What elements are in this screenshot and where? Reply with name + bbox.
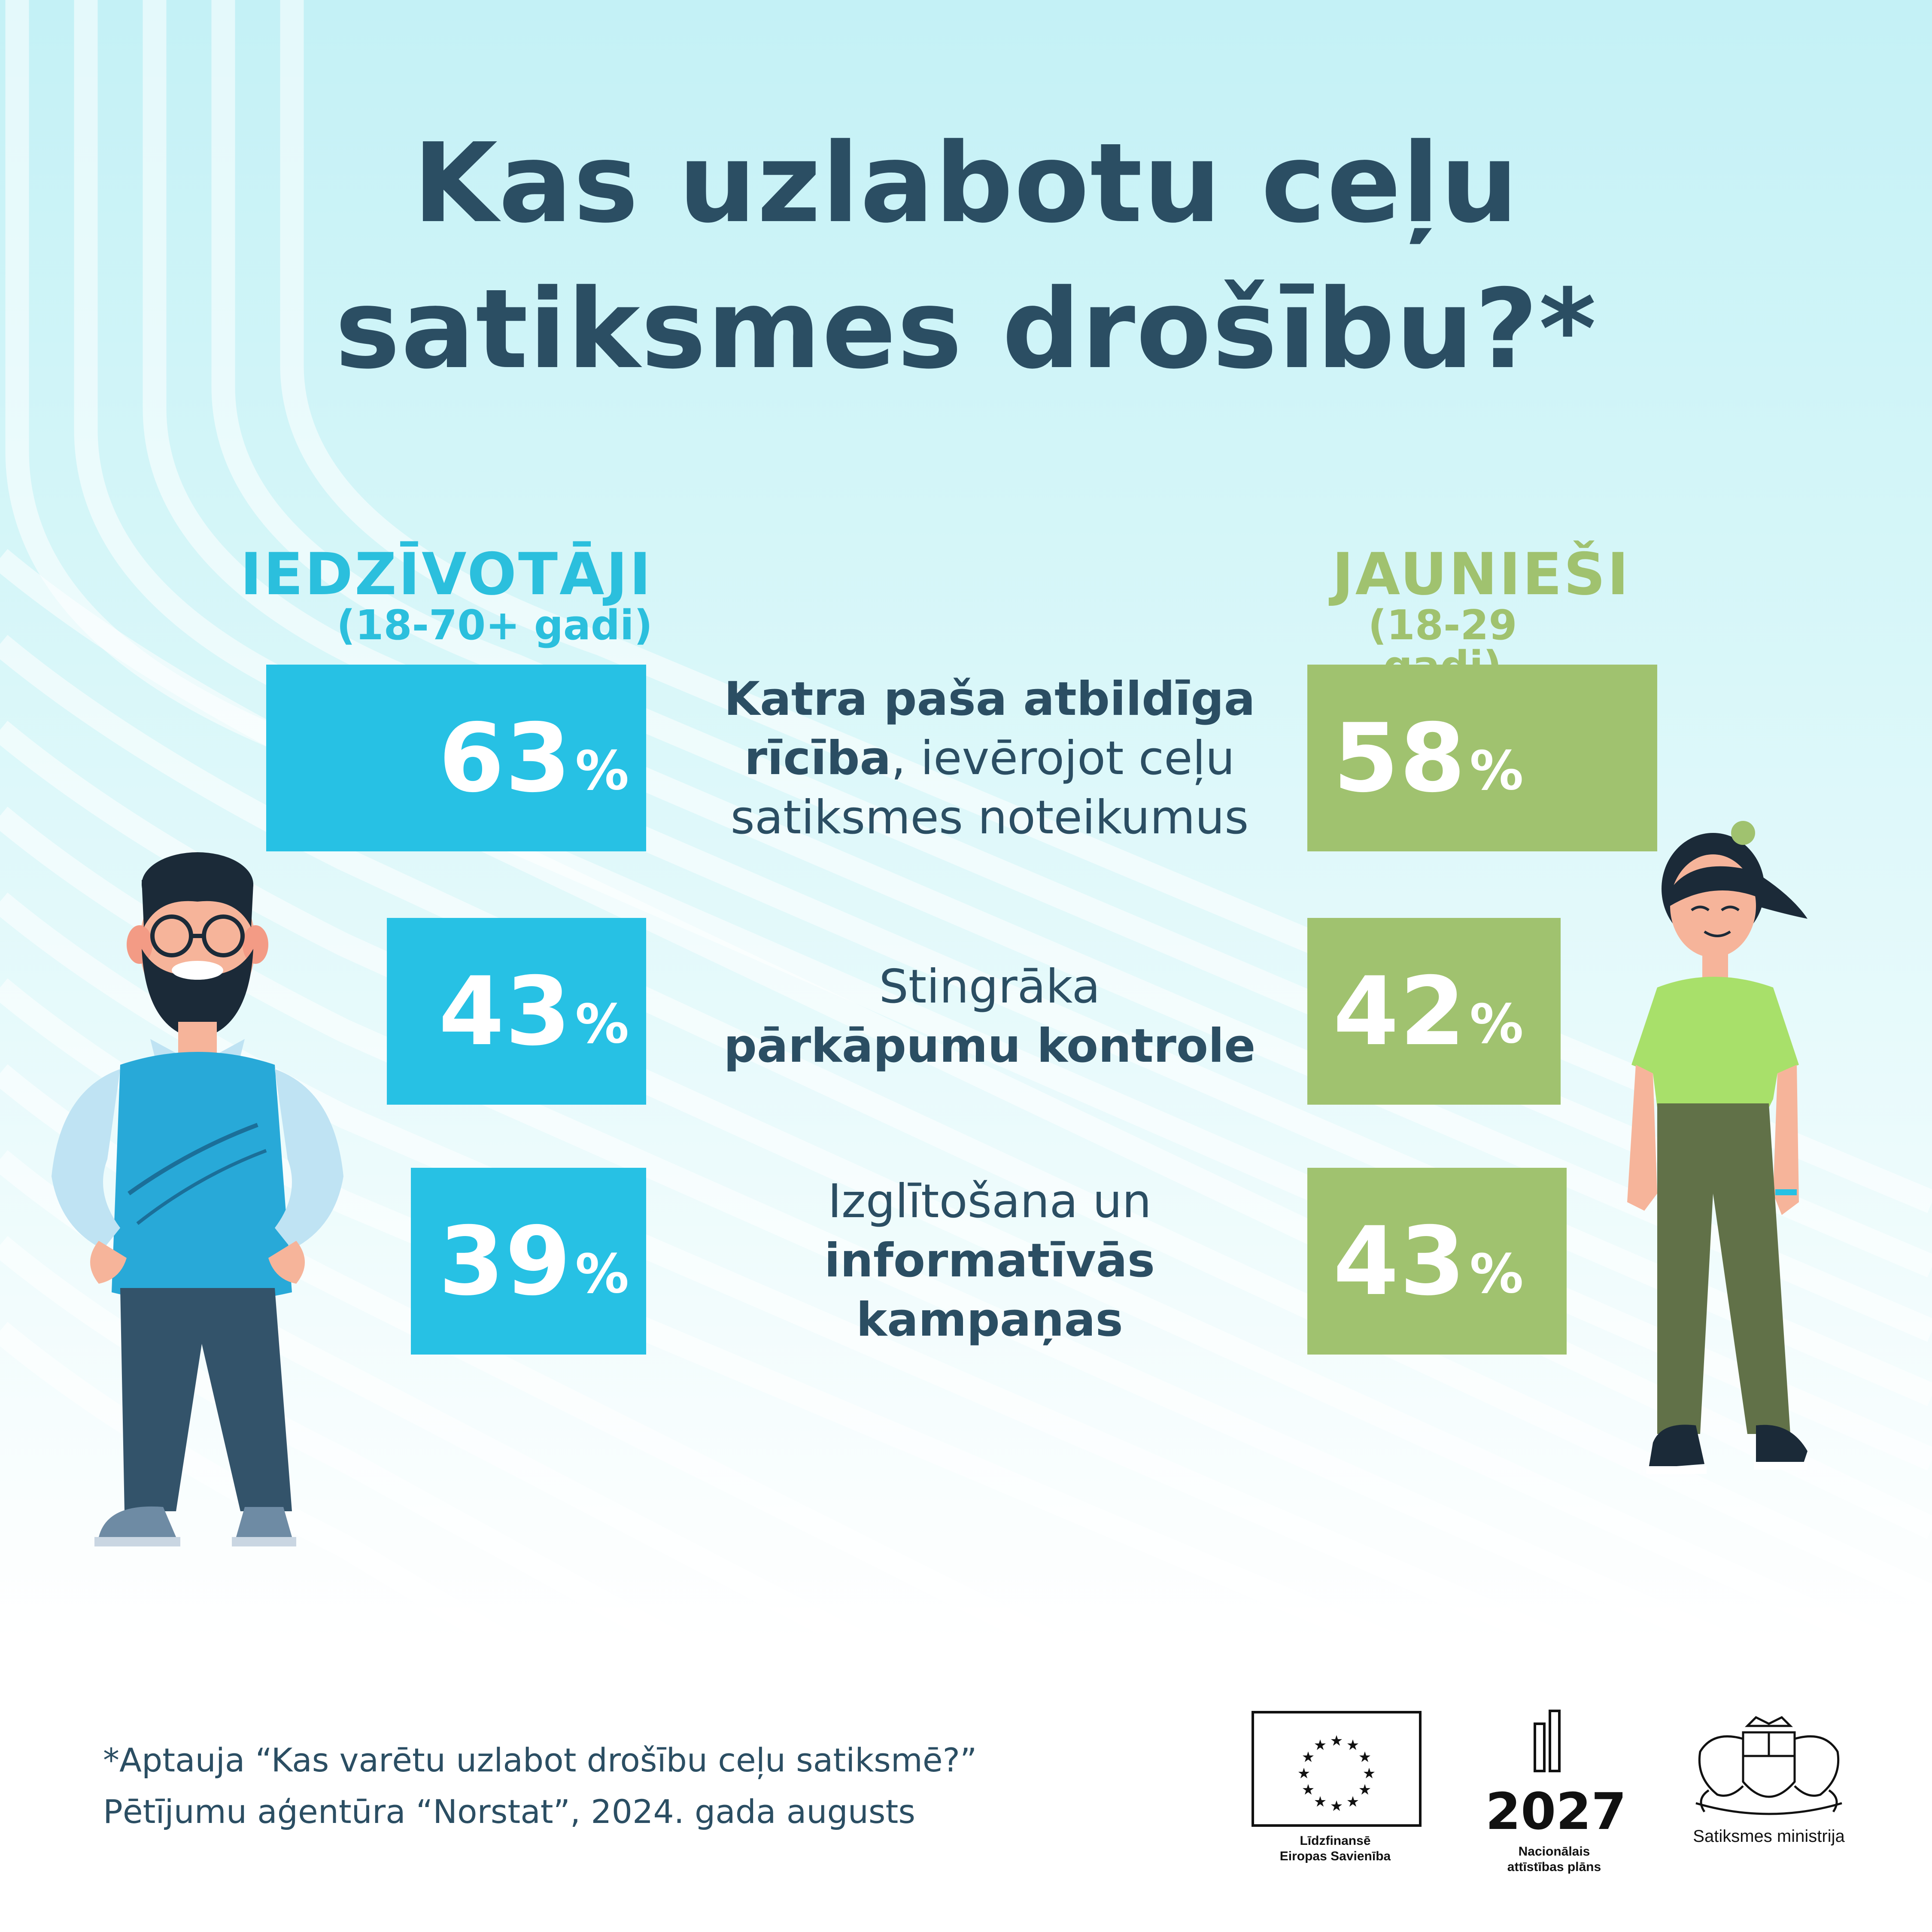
svg-text:★: ★ [1302,1749,1315,1766]
footnote-line-1: *Aptauja “Kas varētu uzlabot drošību ceļ… [103,1741,977,1779]
category-label-bold: rīcība [744,732,891,785]
bar-value-unit: % [1470,1243,1524,1305]
eu-flag-icon: ★ ★ ★ ★ ★ ★ ★ ★ ★ ★ ★ ★ [1252,1711,1422,1827]
svg-text:★: ★ [1314,1737,1327,1754]
national-plan-year: 2027 [1485,1782,1627,1841]
bar-value-label: 43% [1333,1168,1523,1355]
national-plan-caption: Nacionālais attīstības plāns [1477,1844,1631,1875]
ministry-caption: Satiksmes ministrija [1693,1827,1845,1846]
eu-cofinance-logo: ★ ★ ★ ★ ★ ★ ★ ★ ★ ★ ★ ★ Līdzfinansē Eiro… [1252,1711,1422,1880]
bar-value-label: 63% [439,665,629,851]
bar-value-label: 58% [1333,665,1523,851]
svg-text:★: ★ [1358,1781,1371,1798]
young-woman-illustration [1627,821,1807,1474]
bar-left: 43% [386,918,646,1105]
bar-value-number: 43 [1333,1206,1467,1316]
category-label-bold: informatīvās [824,1234,1155,1288]
bar-value-unit: % [575,1243,629,1305]
svg-text:★: ★ [1330,1798,1343,1815]
footnote-line-2: Pētījumu aģentūra “Norstat”, 2024. gada … [103,1792,915,1831]
national-plan-caption-line-1: Nacionālais [1518,1844,1590,1859]
bar-left: 63% [266,665,646,851]
bar-right: 43% [1307,1168,1567,1355]
eu-logo-caption: Līdzfinansē Eiropas Savienība [1243,1833,1428,1864]
bar-value-number: 43 [438,956,572,1066]
svg-text:★: ★ [1346,1793,1359,1810]
bar-left: 39% [411,1168,646,1355]
category-label-bold: Katra paša atbildīga [724,672,1255,726]
bar-value-unit: % [575,740,629,802]
svg-text:★: ★ [1302,1781,1315,1798]
eu-logo-caption-line-2: Eiropas Savienība [1279,1849,1391,1863]
coat-of-arms-icon [1695,1716,1842,1815]
bar-value-number: 58 [1333,703,1467,813]
legend-left-subtitle: (18-70+ gadi) [336,602,653,649]
man-illustration [52,852,343,1546]
bar-value-unit: % [575,993,629,1055]
bar-value-label: 43% [439,918,629,1105]
bar-value-label: 39% [439,1168,629,1355]
footnote: *Aptauja “Kas varētu uzlabot drošību ceļ… [103,1735,1176,1838]
bars-icon [1534,1710,1561,1772]
page-title-line-2: satiksmes drošību?* [335,266,1597,393]
national-plan-caption-line-2: attīstības plāns [1507,1860,1601,1874]
bar-value-number: 63 [438,703,572,813]
bar-value-unit: % [1470,740,1524,802]
bar-value-unit: % [1470,993,1524,1055]
svg-text:★: ★ [1297,1765,1310,1782]
eu-stars: ★ ★ ★ ★ ★ ★ ★ ★ ★ ★ ★ ★ [1297,1732,1376,1815]
bar-value-number: 39 [438,1206,572,1316]
category-label-1: Katra paša atbildīga rīcība, ievērojot c… [670,670,1309,848]
svg-text:★: ★ [1358,1749,1371,1766]
legend-right-title: JAUNIEŠI [1332,541,1631,608]
bar-right: 42% [1307,918,1561,1105]
category-label-regular: Stingrāka [879,960,1100,1014]
bar-value-label: 42% [1333,918,1523,1105]
category-label-regular: Izglītošana un [828,1175,1151,1228]
category-label-regular: satiksmes noteikumus [730,791,1249,844]
category-label-regular: , ievērojot ceļu [891,732,1235,785]
eu-logo-caption-line-1: Līdzfinansē [1300,1834,1371,1848]
page-title-line-1: Kas uzlabotu ceļu [413,120,1519,247]
svg-text:★: ★ [1314,1793,1327,1810]
svg-text:★: ★ [1346,1737,1359,1754]
bar-right: 58% [1307,665,1657,851]
bar-value-number: 42 [1333,956,1467,1066]
svg-text:★: ★ [1363,1765,1376,1782]
category-label-bold: kampaņas [856,1293,1123,1347]
svg-text:★: ★ [1330,1732,1343,1750]
legend-left-title: IEDZĪVOTĀJI [240,541,653,608]
national-plan-logo: 2027 Nacionālais attīstības plāns [1485,1707,1627,1887]
category-label-bold: pārkāpumu kontrole [723,1019,1256,1073]
category-label-3: Izglītošana un informatīvās kampaņas [670,1172,1309,1350]
category-label-2: Stingrāka pārkāpumu kontrole [670,957,1309,1076]
